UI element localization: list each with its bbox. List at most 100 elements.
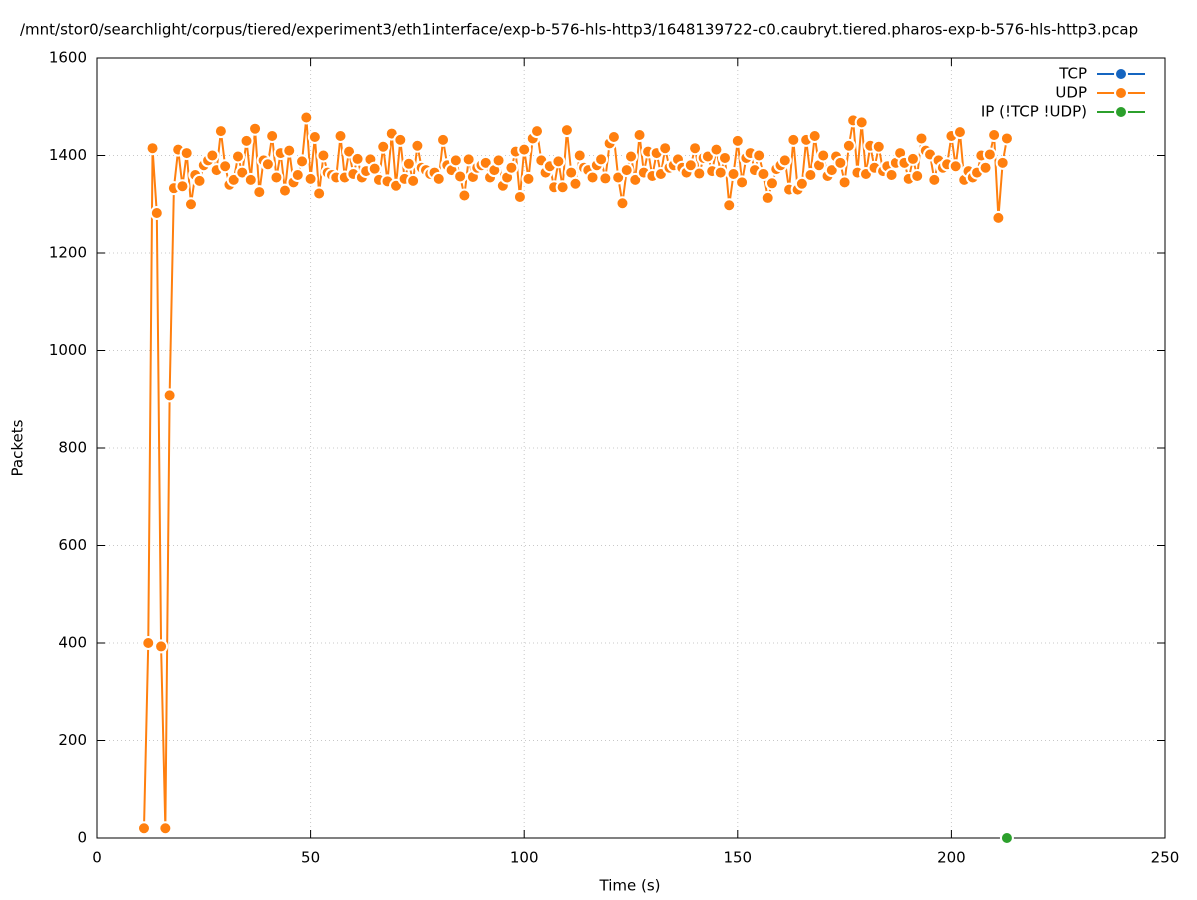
legend-marker [1114, 86, 1128, 100]
data-point [999, 831, 1014, 845]
data-point [760, 190, 775, 205]
data-point [307, 129, 322, 144]
legend-label: IP (!TCP !UDP) [981, 103, 1087, 121]
data-point [333, 129, 348, 143]
data-point [786, 132, 801, 147]
data-point [978, 160, 993, 175]
data-point [615, 196, 630, 211]
data-point [145, 141, 160, 156]
y-tick-label: 400 [58, 634, 87, 652]
data-point [722, 198, 737, 213]
data-point [436, 132, 451, 147]
data-point [517, 142, 532, 157]
data-point [833, 155, 848, 170]
data-point [192, 173, 207, 188]
data-point [841, 138, 856, 153]
data-point [987, 128, 1002, 143]
data-point [277, 183, 292, 198]
data-point [316, 148, 331, 163]
data-point [162, 388, 177, 403]
data-point [717, 150, 732, 165]
data-point [218, 159, 233, 174]
data-point [154, 639, 169, 654]
data-point [611, 170, 626, 185]
x-tick-label: 0 [92, 849, 102, 867]
data-point [568, 176, 583, 191]
data-point [585, 170, 600, 185]
data-point [564, 165, 579, 180]
data-point [290, 168, 305, 182]
x-tick-label: 100 [510, 849, 539, 867]
data-point [807, 129, 822, 143]
data-point [179, 146, 194, 161]
data-point [658, 141, 673, 156]
data-point [764, 176, 779, 191]
data-point [235, 165, 250, 180]
x-tick-label: 150 [723, 849, 752, 867]
data-point [837, 175, 852, 190]
data-point [752, 148, 767, 163]
data-point [816, 148, 831, 163]
data-point [312, 186, 327, 201]
data-point [995, 155, 1010, 170]
plot-border [96, 57, 1166, 839]
data-point [350, 151, 365, 166]
data-point [239, 133, 254, 148]
x-tick-label: 250 [1151, 849, 1180, 867]
data-point [692, 166, 707, 181]
data-point [448, 153, 463, 168]
data-point [183, 197, 198, 212]
data-point [453, 169, 468, 184]
data-point [683, 158, 698, 173]
data-point [735, 175, 750, 190]
data-point [982, 147, 997, 162]
data-point [803, 168, 818, 182]
data-point [243, 172, 258, 187]
data-point [628, 172, 643, 187]
data-point [504, 160, 519, 175]
data-point [175, 179, 190, 194]
data-point [594, 152, 609, 167]
data-point [726, 167, 741, 182]
data-point [777, 153, 792, 168]
data-point [295, 154, 310, 169]
data-point [927, 172, 942, 187]
y-tick-label: 600 [58, 536, 87, 554]
y-tick-label: 1200 [49, 244, 87, 262]
data-point [269, 170, 284, 185]
data-point [871, 139, 886, 154]
data-point [606, 129, 621, 144]
data-point [905, 151, 920, 166]
data-point [521, 171, 536, 186]
data-point [406, 173, 421, 188]
data-point [884, 168, 899, 182]
data-point [393, 132, 408, 147]
data-point [213, 124, 228, 139]
data-point [713, 165, 728, 180]
data-point [205, 148, 220, 163]
data-point [303, 171, 318, 186]
data-point [572, 148, 587, 163]
data-point [598, 171, 613, 186]
data-point [632, 128, 647, 143]
data-point [991, 210, 1006, 225]
data-point [431, 171, 446, 186]
data-point [999, 131, 1014, 146]
y-tick-label: 0 [77, 829, 87, 847]
data-point [794, 176, 809, 191]
y-tick-label: 1400 [49, 146, 87, 164]
data-point [342, 144, 357, 159]
series-line [142, 117, 1008, 829]
data-point [260, 157, 275, 172]
data-point [478, 155, 493, 170]
data-point [141, 636, 156, 650]
data-point [555, 180, 570, 195]
x-tick-label: 50 [301, 849, 320, 867]
data-point [491, 153, 506, 168]
data-point [910, 168, 925, 183]
legend-label: UDP [1055, 84, 1087, 102]
y-tick-label: 1600 [49, 49, 87, 67]
data-point [410, 138, 425, 153]
chart-title: /mnt/stor0/searchlight/corpus/tiered/exp… [20, 21, 1138, 39]
